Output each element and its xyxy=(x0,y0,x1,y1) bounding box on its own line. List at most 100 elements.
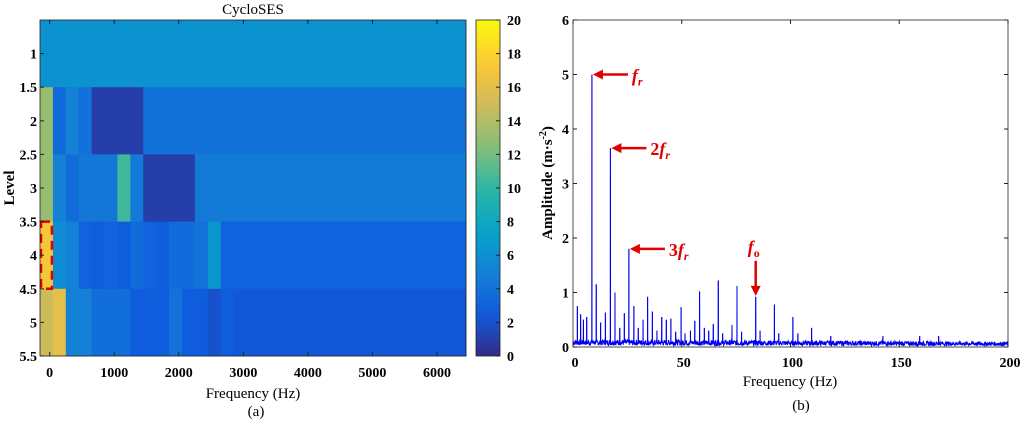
annotation-subscript: r xyxy=(638,75,643,89)
y-tick-label: 2 xyxy=(30,115,37,130)
heatmap-cell-row4-14 xyxy=(220,221,467,290)
colorbar-tick-label: 2 xyxy=(507,316,514,331)
caption-b: (b) xyxy=(792,398,810,414)
heatmap-title: CycloSES xyxy=(222,2,284,18)
heatmap-cell-row5-9 xyxy=(220,288,235,357)
x-tick-label: 0 xyxy=(572,356,579,371)
heatmap-cell-row2-5 xyxy=(91,87,144,155)
colorbar-tick-label: 10 xyxy=(507,182,521,197)
colorbar: 0 2 4 6 8 10 12 14 16 18 20 xyxy=(475,14,521,365)
annotation-subscript: r xyxy=(665,148,670,162)
x-tick-label: 200 xyxy=(1000,356,1021,371)
heatmap-cell-row4-2 xyxy=(52,221,67,290)
heatmap-cell-row4-5 xyxy=(91,221,105,290)
heatmap-cell-row3-1 xyxy=(40,154,54,222)
x-tick-label: 150 xyxy=(891,356,912,371)
x-tick-label: 2000 xyxy=(165,366,193,381)
heatmap-ylabel: Level xyxy=(2,171,18,206)
heatmap-cell-row5-4 xyxy=(91,288,131,357)
x-tick-label: 0 xyxy=(46,366,53,381)
colorbar-tick-label: 16 xyxy=(507,81,521,96)
x-tick-label: 6000 xyxy=(423,366,451,381)
heatmap-cell-row4-8 xyxy=(130,221,144,290)
annotation-label: 3fr xyxy=(669,240,689,263)
heatmap-cell-row2-6 xyxy=(143,87,467,155)
y-tick-label: 6 xyxy=(562,14,569,29)
y-tick-label: 3.5 xyxy=(20,216,38,231)
colorbar-tick-label: 18 xyxy=(507,48,521,63)
y-tick-label: 5.5 xyxy=(20,350,38,365)
heatmap-cell-row2-1 xyxy=(40,87,54,155)
y-tick-label: 5 xyxy=(562,69,569,84)
cyclo-ses-heatmap: 0 1000 2000 3000 4000 5000 6000 1 1.5 2 2.5 3 3.5 4 4.… xyxy=(20,19,467,381)
heatmap-cell-row5-6 xyxy=(169,288,183,357)
y-tick-label: 1 xyxy=(562,287,569,302)
heatmap-cell-row4-9 xyxy=(143,221,157,290)
annotation-symbol: f xyxy=(632,66,640,86)
heatmap-cell-row4-10 xyxy=(156,221,170,290)
heatmap-cell-row4-4 xyxy=(78,221,93,290)
heatmap-cell-row3-5 xyxy=(117,154,131,222)
y-tick-label: 1 xyxy=(30,48,37,63)
annotation-subscript: o xyxy=(754,246,760,260)
annotation-arrowhead xyxy=(592,69,603,80)
heatmap-cell-row5-2 xyxy=(52,288,67,357)
heatmap-xlabel: Frequency (Hz) xyxy=(206,386,301,402)
annotation-prefix: 3 xyxy=(669,240,678,260)
colorbar-tick-label: 4 xyxy=(507,283,514,298)
colorbar-tick-label: 14 xyxy=(507,115,521,130)
heatmap-cell-row3-2 xyxy=(52,154,67,222)
y-tick-label: 3 xyxy=(562,178,569,193)
annotation-label: fr xyxy=(632,66,643,89)
heatmap-cell-row2-2 xyxy=(52,87,67,155)
heatmap-cell-row4-6 xyxy=(104,221,118,290)
colorbar-tick-label: 12 xyxy=(507,148,521,163)
heatmap-cell-row4-13 xyxy=(207,221,222,290)
annotation-arrowhead xyxy=(750,285,761,296)
y-tick-label: 2.5 xyxy=(20,148,38,163)
x-tick-label: 4000 xyxy=(294,366,322,381)
annotation-label: fo xyxy=(748,237,760,260)
colorbar-tick-label: 0 xyxy=(507,350,514,365)
spectrum-ylabel: Amplitude (m·s-2) xyxy=(538,126,556,240)
spectrum-xlabel: Frequency (Hz) xyxy=(743,374,838,390)
heatmap-cell-row5-8 xyxy=(207,288,222,357)
spectrum-line xyxy=(572,74,1009,348)
annotation-label: 2fr xyxy=(650,139,670,162)
annotation-symbol: f xyxy=(678,240,686,260)
colorbar-tick-label: 6 xyxy=(507,249,514,264)
heatmap-cell-row3-4 xyxy=(78,154,118,222)
y-tick-label: 5 xyxy=(30,316,37,331)
y-tick-label: 4 xyxy=(562,123,569,138)
x-tick-label: 100 xyxy=(782,356,803,371)
x-tick-label: 5000 xyxy=(358,366,386,381)
heatmap-cell-row5-1 xyxy=(40,288,54,357)
caption-a: (a) xyxy=(248,404,265,420)
heatmap-cell-row3-7 xyxy=(143,154,196,222)
annotation-prefix: 2 xyxy=(650,139,659,159)
heatmap-cell-row4-1 xyxy=(40,221,54,290)
heatmap-cell-row2-4 xyxy=(78,87,93,155)
y-tick-label: 0 xyxy=(562,341,569,356)
y-tick-label: 4 xyxy=(30,249,37,264)
heatmap-cell-row4-11 xyxy=(169,221,196,290)
x-tick-label: 1000 xyxy=(100,366,128,381)
colorbar-tick-label: 20 xyxy=(507,14,521,29)
heatmap-cell-row2-3 xyxy=(65,87,80,155)
colorbar-tick-label: 8 xyxy=(507,216,514,231)
heatmap-cell-row5-5 xyxy=(130,288,170,357)
heatmap-cell-row5-10 xyxy=(233,288,467,357)
annotation-arrowhead xyxy=(629,243,640,254)
y-tick-label: 1.5 xyxy=(20,81,38,96)
heatmap-cell-row5-7 xyxy=(182,288,209,357)
y-tick-label: 2 xyxy=(562,232,569,247)
heatmap-cell-row4-3 xyxy=(65,221,80,290)
annotation-subscript: r xyxy=(684,249,689,263)
x-tick-label: 50 xyxy=(677,356,691,371)
heatmap-cell-row1-1 xyxy=(40,20,467,88)
heatmap-cell-row4-12 xyxy=(194,221,209,290)
heatmap-cell-row5-3 xyxy=(65,288,93,357)
y-tick-label: 3 xyxy=(30,182,37,197)
